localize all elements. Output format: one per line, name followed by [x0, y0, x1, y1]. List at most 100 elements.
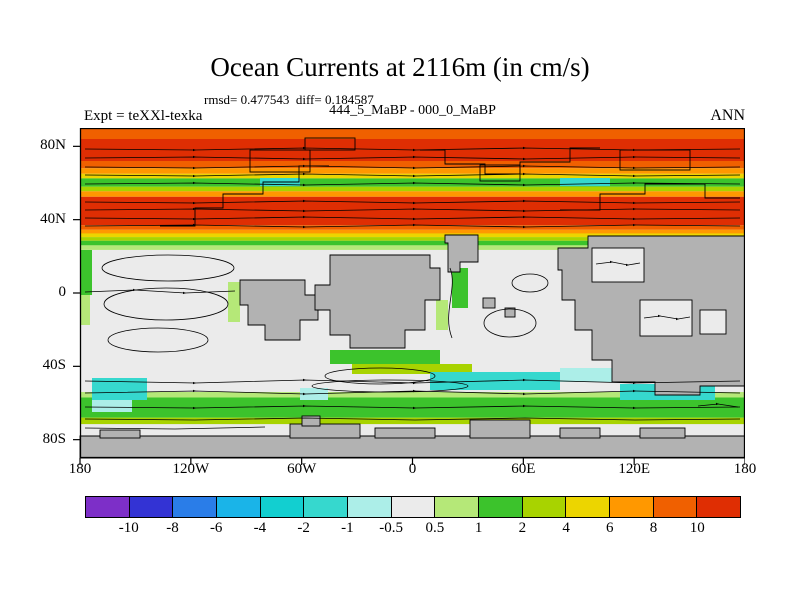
coastal-current-patch	[80, 295, 90, 325]
streamline	[84, 164, 741, 170]
colorbar-labels: -10 -8 -6 -4 -2 -1 -0.5 0.5 1 2 4 6 8 10	[85, 520, 741, 540]
gyre-streamline	[483, 308, 537, 338]
latitude-band	[80, 161, 745, 169]
colorbar-level-label: 8	[649, 520, 658, 536]
map-plot	[73, 128, 745, 465]
y-axis-tick-label: 0	[58, 284, 67, 300]
latitude-band	[80, 229, 745, 234]
streamline	[84, 404, 741, 410]
colorbar-cell	[610, 497, 654, 517]
streamline	[84, 215, 741, 221]
latitude-band	[80, 245, 745, 250]
colorbar-level-label: 2	[518, 520, 527, 536]
streamline	[643, 314, 691, 321]
streamline	[84, 207, 741, 213]
y-axis-tick-label: 40S	[42, 357, 66, 374]
colorbar-level-label: -0.5	[379, 520, 403, 536]
streamline	[84, 155, 741, 161]
colorbar-cell	[217, 497, 261, 517]
colorbar-level-label: 10	[689, 520, 705, 536]
negative-anomaly-patch	[560, 368, 620, 382]
x-axis-tick-label: 60W	[287, 461, 317, 477]
streamline	[595, 260, 641, 267]
antarctica-bump	[99, 429, 141, 439]
inland-sea	[699, 309, 727, 335]
streamline	[84, 389, 741, 396]
gyre-streamline	[101, 254, 235, 282]
colorbar-level-label: 6	[606, 520, 614, 536]
latitude-band	[80, 196, 745, 226]
latitude-band	[80, 128, 745, 139]
negative-anomaly-patch	[560, 178, 610, 186]
negative-anomaly-patch	[92, 400, 132, 412]
x-axis-labels: 180 120W 60W 0 60E 120E 180	[69, 461, 757, 481]
landmass	[314, 254, 441, 349]
streamline	[84, 378, 741, 385]
colorbar-level-label: -4	[253, 520, 267, 536]
latitude-band	[80, 417, 745, 425]
colorbar-level-label: -8	[166, 520, 179, 536]
positive-anomaly-patch	[352, 364, 472, 374]
y-axis-labels: 80N 40N 0 40S 80S	[28, 128, 72, 458]
x-axis-tick-label: 120E	[618, 461, 650, 477]
colorbar-cell	[304, 497, 349, 517]
run-difference-label: 444_5_MaBP - 000_0_MaBP	[329, 103, 496, 118]
colorbar-cell	[697, 497, 741, 517]
x-axis-tick-label: 180	[733, 461, 757, 477]
colorbar-cell	[348, 497, 392, 517]
streamline	[84, 181, 741, 187]
antarctica-bump	[469, 419, 531, 439]
coastline-fragment	[560, 183, 740, 211]
x-axis-tick-label: 120W	[172, 461, 210, 477]
colorbar-cell	[435, 497, 480, 517]
y-axis-tick-label: 40N	[40, 210, 66, 227]
y-axis-tick-label: 80N	[40, 137, 66, 154]
latitude-band	[80, 237, 745, 241]
positive-anomaly-patch	[330, 350, 440, 364]
gyre-streamline	[103, 287, 229, 321]
latitude-band	[80, 191, 745, 197]
streamline	[84, 172, 741, 178]
streamline	[84, 146, 741, 152]
latitude-band	[80, 168, 745, 174]
streamline	[84, 417, 741, 421]
antarctica-bump	[559, 427, 601, 439]
colorbar	[85, 496, 741, 518]
stats-line: rmsd= 0.477543 diff= 0.184587	[204, 92, 374, 107]
streamline	[84, 199, 741, 205]
axis-ticks-layer	[73, 145, 745, 465]
antarctica	[79, 435, 745, 459]
colorbar-cell	[173, 497, 218, 517]
colorbar-level-label: -10	[118, 520, 139, 536]
gyre-streamline	[107, 327, 209, 353]
latitude-band	[80, 186, 745, 192]
chart-title: Ocean Currents at 2116m (in cm/s)	[210, 52, 590, 82]
inland-sea	[591, 247, 645, 283]
colorbar-level-label: -6	[209, 520, 223, 536]
coastal-current-patch	[436, 300, 448, 330]
streamline	[84, 223, 741, 229]
island	[482, 297, 496, 309]
colorbar-level-label: 4	[562, 520, 570, 536]
x-axis-tick-label: 60E	[511, 461, 536, 477]
island	[504, 307, 516, 318]
streamline	[697, 402, 739, 408]
landmask-layer	[79, 234, 745, 459]
antarctica-bump	[639, 427, 686, 439]
colorbar-cell	[566, 497, 611, 517]
plot-frame	[79, 128, 745, 459]
colorbar-level-label: 1	[474, 520, 483, 536]
latitude-band	[80, 240, 745, 246]
colorbar-cell	[522, 497, 567, 517]
streamline	[448, 267, 453, 339]
colorbar-cell	[391, 497, 436, 517]
coastal-current-patch	[452, 268, 468, 308]
colorbar-level-label: 0.5	[425, 520, 445, 536]
colorbar-cell	[86, 497, 130, 517]
latitude-band	[80, 233, 745, 238]
x-axis-tick-label: 180	[68, 461, 92, 477]
landmass	[444, 234, 479, 273]
colorbar-cell	[479, 497, 523, 517]
antarctica-bump	[289, 423, 361, 439]
